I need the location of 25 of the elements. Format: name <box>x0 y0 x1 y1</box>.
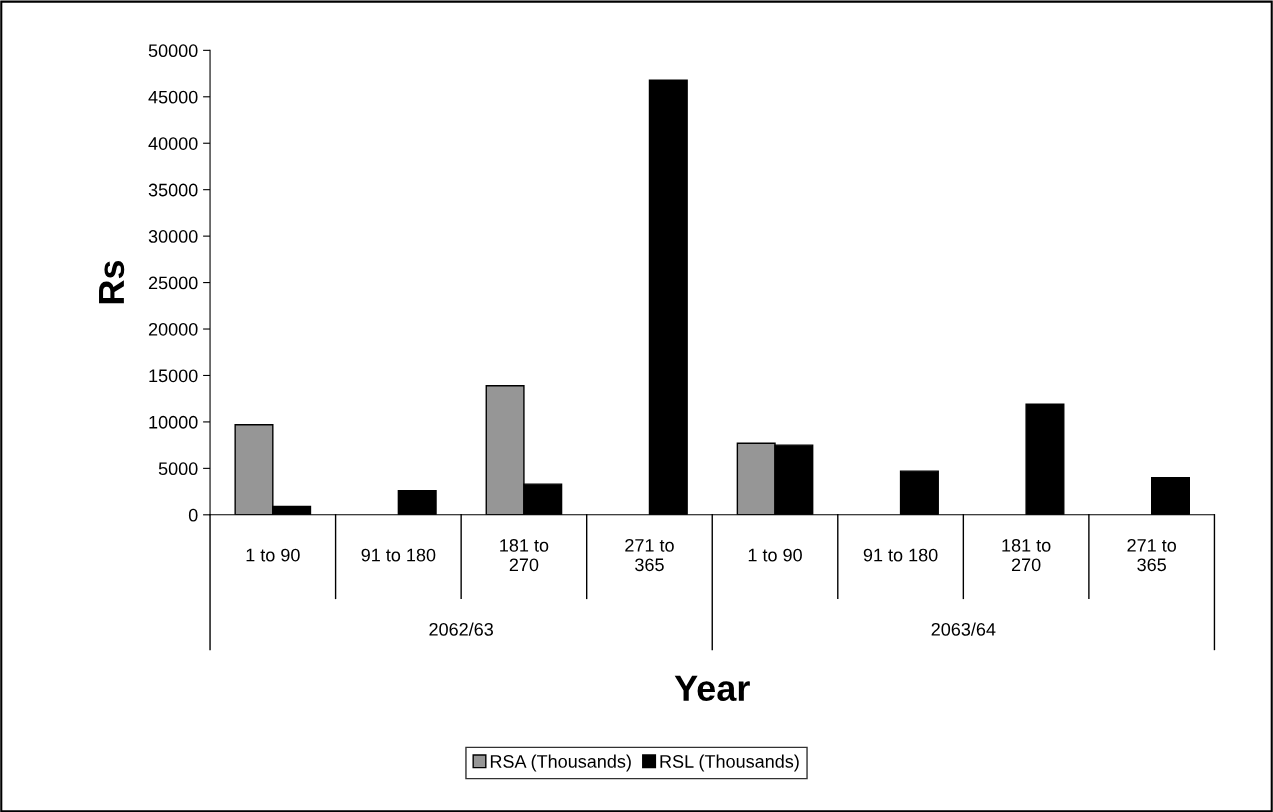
y-tick-label: 45000 <box>148 90 198 104</box>
x-tick-label: 271 to 365 <box>1127 538 1177 572</box>
y-tick-label: 20000 <box>148 322 198 336</box>
text: 2062/63 <box>429 622 493 636</box>
y-tick-label: 40000 <box>148 137 198 150</box>
x-tick-label: 1 to 90 <box>748 548 802 562</box>
x-tick-label: 181 to 270 <box>1002 538 1051 572</box>
legend-label: RSL (Thousands) <box>660 754 799 772</box>
x-axis-title: Year <box>674 675 750 702</box>
x-tick-label: 1 to 90 <box>246 548 300 562</box>
legend-label: RSA (Thousands) <box>490 754 631 772</box>
x-tick-label: 91 to 180 <box>361 548 436 562</box>
y-tick-label: 10000 <box>149 415 198 429</box>
y-tick-label: 30000 <box>148 230 198 243</box>
y-axis-title: Rs <box>99 260 125 304</box>
y-tick-label: 5000 <box>158 462 198 476</box>
y-tick-label: 15000 <box>149 369 198 383</box>
y-tick-label: 35000 <box>148 183 198 197</box>
y-tick-label: 50000 <box>148 44 198 58</box>
y-tick-label: 0 <box>188 508 198 522</box>
y-tick-label: 25000 <box>148 276 198 290</box>
x-tick-label: 91 to 180 <box>863 548 938 562</box>
x-tick-label: 181 to 270 <box>500 538 549 572</box>
text: 2063/64 <box>931 622 996 636</box>
x-tick-label: 271 to 365 <box>625 538 674 572</box>
